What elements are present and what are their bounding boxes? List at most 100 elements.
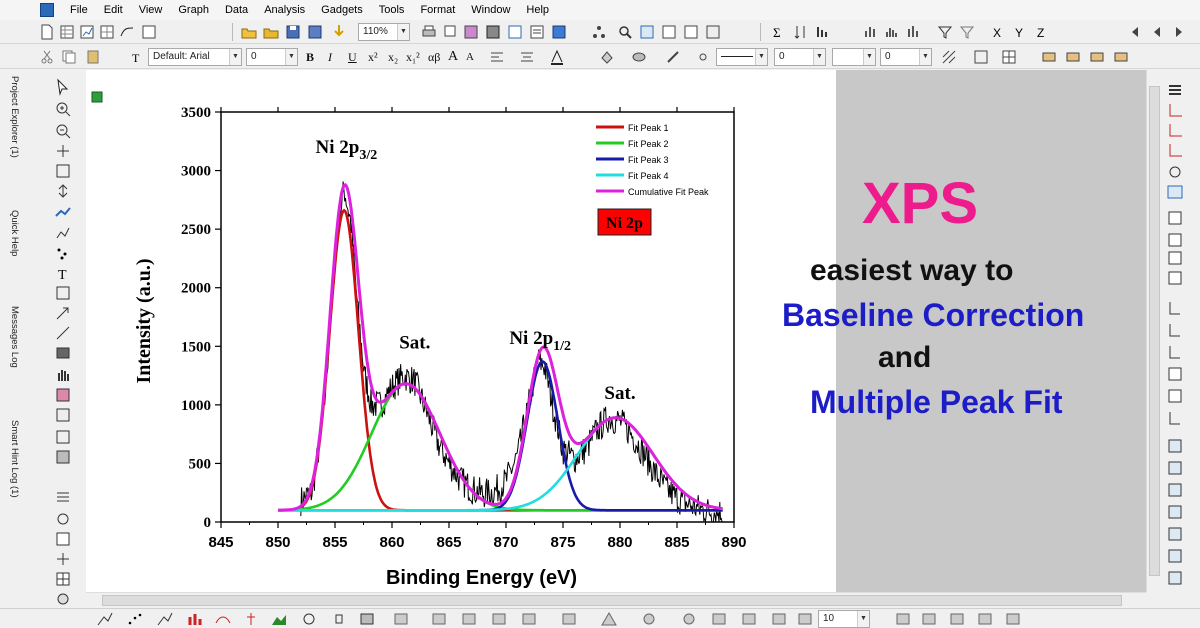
layer-icon[interactable] — [682, 23, 700, 41]
matrix-plot-icon[interactable] — [520, 611, 538, 627]
mask-tool-icon[interactable] — [53, 406, 73, 424]
project-tree-icon[interactable] — [590, 23, 608, 41]
lock-position-icon[interactable] — [1166, 570, 1184, 586]
open-template-icon[interactable] — [262, 23, 280, 41]
multi-curve-icon[interactable] — [214, 611, 232, 627]
underline-button[interactable]: U — [348, 50, 357, 64]
open-folder-icon[interactable] — [240, 23, 258, 41]
scatter-plot-icon[interactable] — [126, 611, 144, 627]
new-layout-icon[interactable] — [140, 23, 158, 41]
3d-tilt-icon[interactable] — [920, 611, 938, 627]
layer-lock-icon[interactable] — [91, 91, 103, 103]
hatch-pattern-icon[interactable] — [940, 48, 958, 66]
line-style-combo[interactable]: ▼ — [716, 48, 768, 66]
align-right-panel-icon[interactable] — [1166, 366, 1184, 382]
radar-plot-icon[interactable] — [770, 611, 788, 627]
box-plot-icon[interactable] — [330, 611, 348, 627]
globe-icon[interactable] — [53, 590, 73, 608]
sum-icon[interactable]: Σ — [770, 23, 788, 41]
waterfall-icon[interactable] — [490, 611, 508, 627]
italic-button[interactable]: I — [328, 50, 332, 64]
command-window-icon[interactable] — [506, 23, 524, 41]
scale-icon[interactable] — [53, 162, 73, 180]
tab-project-explorer[interactable]: Project Explorer (1) — [9, 76, 20, 158]
new-function-icon[interactable] — [118, 23, 136, 41]
font-name-combo[interactable]: Default: Arial ▼ — [148, 48, 242, 66]
circle-tool-icon[interactable] — [53, 510, 73, 528]
print-icon[interactable] — [420, 23, 438, 41]
new-project-icon[interactable] — [38, 23, 56, 41]
save-icon[interactable] — [284, 23, 302, 41]
ungroup-icon[interactable] — [1166, 460, 1184, 476]
new-workbook-icon[interactable] — [58, 23, 76, 41]
symbol-combo[interactable]: ▼ — [832, 48, 876, 66]
graph-page[interactable] — [86, 70, 836, 592]
menu-window[interactable]: Window — [471, 4, 511, 16]
3d-rotate-icon[interactable] — [894, 611, 912, 627]
3d-resize-icon[interactable] — [1004, 611, 1022, 627]
code-builder-icon[interactable] — [550, 23, 568, 41]
menu-tools[interactable]: Tools — [378, 4, 405, 16]
app-icon[interactable] — [40, 3, 54, 17]
zoom-plot-icon[interactable] — [796, 611, 814, 627]
screen-reader-icon[interactable] — [53, 182, 73, 200]
supersub-button[interactable]: x₁² — [406, 50, 420, 64]
backward-icon[interactable] — [1166, 548, 1184, 564]
find-icon[interactable] — [616, 23, 634, 41]
menu-view[interactable]: View — [138, 4, 163, 16]
data-reader-icon[interactable] — [53, 204, 73, 222]
filter-clear-icon[interactable] — [958, 23, 976, 41]
align-top-icon[interactable] — [1166, 300, 1184, 316]
front-icon[interactable] — [1166, 482, 1184, 498]
set-x-icon[interactable]: X — [990, 23, 1008, 41]
results-log-icon[interactable] — [528, 23, 546, 41]
layer-arrange-icon[interactable] — [1166, 232, 1184, 248]
align-left-icon[interactable] — [488, 48, 506, 66]
table-border-icon[interactable] — [1000, 48, 1018, 66]
bold-button[interactable]: B — [306, 50, 315, 64]
3d-bar-icon[interactable] — [460, 611, 478, 627]
paste-icon[interactable] — [84, 48, 102, 66]
crosshair-icon[interactable] — [53, 142, 73, 160]
arrow-tool-icon[interactable] — [53, 304, 73, 322]
menu-analysis[interactable]: Analysis — [264, 4, 306, 16]
axis-icon[interactable] — [1166, 102, 1184, 118]
bar-chart-icon[interactable] — [862, 23, 880, 41]
image-plot-icon[interactable] — [560, 611, 578, 627]
scatter-select-icon[interactable] — [53, 244, 73, 262]
menu-gadgets[interactable]: Gadgets — [321, 4, 363, 16]
decrease-font-button[interactable]: A — [466, 51, 474, 63]
page-setup-icon[interactable] — [704, 23, 722, 41]
stock-plot-icon[interactable] — [740, 611, 758, 627]
line-tool-icon[interactable] — [53, 324, 73, 342]
insert-image-icon[interactable] — [53, 448, 73, 466]
layer-add-icon[interactable] — [1166, 210, 1184, 226]
font-color-icon[interactable] — [548, 48, 566, 66]
pointer-icon[interactable] — [53, 78, 73, 96]
annotation-icon[interactable] — [53, 550, 73, 568]
histogram-icon[interactable] — [884, 23, 902, 41]
menu-graph[interactable]: Graph — [178, 4, 209, 16]
ternary-icon[interactable] — [600, 611, 618, 627]
axis-break-icon[interactable] — [1166, 122, 1184, 138]
fill-color-icon[interactable] — [598, 48, 616, 66]
brightness-icon[interactable] — [694, 48, 712, 66]
border-icon[interactable] — [972, 48, 990, 66]
first-icon[interactable] — [1125, 23, 1143, 41]
line-width-combo[interactable]: 0 ▼ — [774, 48, 826, 66]
layer-extract-icon[interactable] — [1166, 270, 1184, 286]
font-size-combo[interactable]: 0 ▼ — [246, 48, 298, 66]
menu-format[interactable]: Format — [420, 4, 456, 16]
pattern-icon[interactable] — [630, 48, 648, 66]
bottom-size-combo[interactable]: 10 ▼ — [818, 610, 870, 628]
zoom-combo[interactable]: 110% ▼ — [358, 23, 410, 41]
superscript-button[interactable]: x² — [368, 50, 378, 64]
set-y-icon[interactable]: Y — [1012, 23, 1030, 41]
rescale-axes-icon[interactable] — [1166, 164, 1184, 180]
statistics-plot-icon[interactable] — [242, 611, 260, 627]
copy-page-icon[interactable] — [442, 23, 460, 41]
subscript-button[interactable]: x₂ — [388, 50, 399, 64]
menu-help[interactable]: Help — [526, 4, 550, 16]
scale-in-icon[interactable] — [1064, 48, 1082, 66]
align-left-panel-icon[interactable] — [1166, 344, 1184, 360]
